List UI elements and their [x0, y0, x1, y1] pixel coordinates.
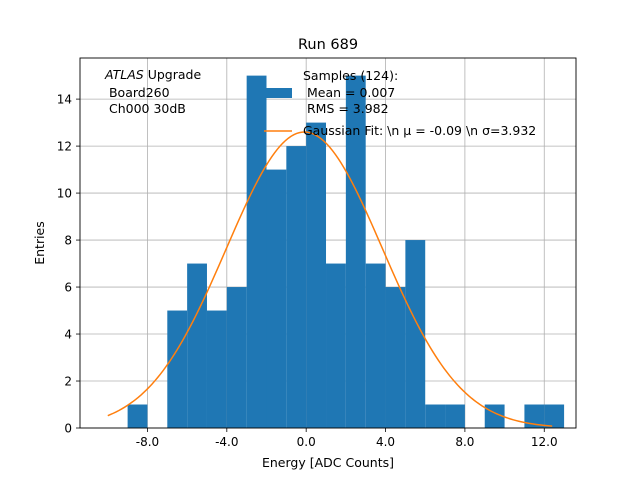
histogram-bar: [167, 310, 188, 428]
annotation-line2: Board260: [105, 85, 170, 100]
y-tick-label: 10: [57, 187, 72, 201]
y-tick-label: 14: [57, 93, 72, 107]
x-tick-label: -8.0: [136, 435, 159, 449]
legend-samples-line3: RMS = 3.982: [303, 101, 389, 116]
y-tick-label: 6: [64, 281, 72, 295]
histogram-bar: [127, 404, 148, 428]
y-tick-label: 8: [64, 234, 72, 248]
histogram-bar: [326, 263, 346, 428]
y-tick-label: 2: [64, 375, 72, 389]
x-tick-label: -4.0: [215, 435, 238, 449]
y-axis-ticks: 0 2 4 6 8 10 12 14: [57, 93, 80, 436]
histogram-bar: [226, 287, 247, 428]
annotation-rest: Upgrade: [144, 67, 202, 82]
legend-samples-patch: [264, 88, 292, 98]
histogram-bar: [385, 287, 406, 428]
histogram-bar: [425, 404, 446, 428]
x-tick-label: 12.0: [531, 435, 558, 449]
x-axis-ticks: -8.0 -4.0 0.0 4.0 8.0 12.0: [136, 428, 558, 449]
histogram-bar: [187, 263, 207, 428]
histogram-bars: [127, 75, 565, 429]
x-tick-label: 8.0: [455, 435, 474, 449]
y-tick-label: 0: [64, 422, 72, 436]
gaussian-fit-curve: [107, 131, 553, 427]
annotation-line3: Ch000 30dB: [105, 101, 186, 116]
chart-title: Run 689: [298, 37, 358, 53]
histogram-bar: [246, 75, 267, 428]
histogram-bar: [266, 169, 287, 429]
legend-fit-text: Gaussian Fit: \n μ = -0.09 \n σ=3.932: [303, 123, 536, 138]
plot-frame: [79, 57, 577, 429]
histogram-bar: [345, 75, 366, 428]
svg-text:ATLAS Upgrade: ATLAS Upgrade: [104, 67, 201, 82]
y-tick-label: 4: [64, 328, 72, 342]
histogram-bar: [206, 310, 227, 428]
x-axis-label: Energy [ADC Counts]: [262, 455, 394, 470]
atlas-annotation: ATLAS Upgrade Board260 Ch000 30dB: [104, 67, 201, 116]
histogram-bar: [524, 404, 545, 428]
histogram-bar: [286, 146, 307, 428]
y-tick-label: 12: [57, 140, 72, 154]
annotation-italic: ATLAS: [104, 67, 144, 82]
y-axis-label: Entries: [32, 221, 47, 265]
histogram-bar: [544, 404, 565, 428]
histogram-bar: [445, 404, 465, 428]
legend: Samples (124): Mean = 0.007 RMS = 3.982 …: [264, 68, 536, 138]
legend-samples-line2: Mean = 0.007: [303, 85, 395, 100]
x-tick-label: 4.0: [376, 435, 395, 449]
histogram-bar: [306, 122, 327, 428]
legend-samples-line1: Samples (124):: [303, 68, 398, 83]
histogram-bar: [365, 263, 386, 428]
x-tick-label: 0.0: [297, 435, 316, 449]
histogram-bar: [405, 240, 426, 428]
